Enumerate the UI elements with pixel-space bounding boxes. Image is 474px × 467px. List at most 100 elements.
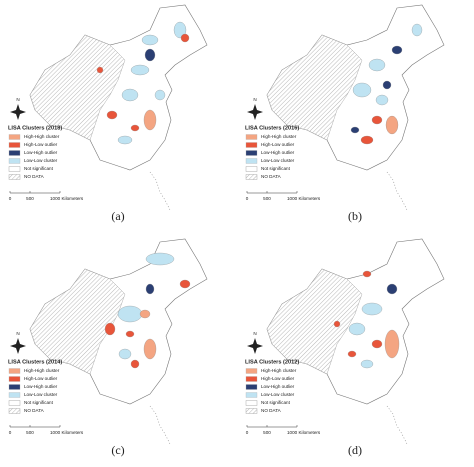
- legend-swatch: [245, 392, 258, 398]
- region-cluster: [348, 322, 366, 336]
- north-label: N: [253, 331, 256, 336]
- legend-label: NO DATA: [261, 174, 282, 179]
- region-cluster: [144, 48, 156, 62]
- legend-title: LISA Clusters (2016): [245, 125, 299, 131]
- region-cluster: [96, 66, 104, 74]
- region-cluster: [352, 82, 372, 98]
- map-panel: N LISA Clusters (2016) High-High cluster Hi…: [245, 4, 445, 223]
- map-panel: N LISA Clusters (2012) High-High cluster Hi…: [245, 238, 445, 457]
- north-label: N: [16, 331, 19, 336]
- region-cluster: [130, 64, 150, 76]
- region-cluster: [360, 359, 374, 369]
- legend-label: Low-Low cluster: [261, 158, 295, 163]
- no-data-region: [266, 34, 363, 141]
- scale-bar: [246, 425, 298, 428]
- legend-label: Low-High outlier: [261, 150, 295, 155]
- legend-swatch: [8, 384, 21, 390]
- legend-swatch: [8, 158, 21, 164]
- region-cluster: [362, 270, 372, 278]
- legend-title: LISA Clusters (2012): [245, 359, 299, 365]
- scale-label: 1000 Kilometers: [50, 196, 84, 201]
- legend-label: Low-High outlier: [24, 150, 58, 155]
- legend-swatch: [8, 142, 21, 148]
- region-cluster: [382, 80, 392, 90]
- south-islands: [386, 405, 408, 445]
- region-cluster: [371, 115, 383, 125]
- region-cluster: [121, 88, 139, 102]
- region-cluster: [411, 23, 423, 37]
- legend-swatch: [245, 158, 258, 164]
- legend-swatch: [245, 134, 258, 140]
- legend-label: Low-Low cluster: [24, 392, 58, 397]
- legend-label: Not significant: [24, 166, 54, 171]
- region-cluster: [154, 89, 166, 101]
- region-cluster: [125, 330, 135, 338]
- region-cluster: [391, 45, 403, 55]
- region-cluster: [104, 322, 116, 336]
- scale-bar: [9, 191, 61, 194]
- panel-label: (b): [348, 209, 362, 223]
- scale-label: 0: [246, 196, 249, 201]
- legend-swatch: [8, 166, 21, 172]
- legend-swatch: [8, 174, 21, 180]
- legend-label: Not significant: [261, 400, 291, 405]
- legend-label: Low-High outlier: [261, 384, 295, 389]
- scale-label: 1000 Kilometers: [287, 430, 321, 435]
- legend-title: LISA Clusters (2018): [8, 125, 62, 131]
- region-cluster: [386, 283, 398, 295]
- legend-swatch: [8, 368, 21, 374]
- legend-label: High-Low outlier: [24, 376, 58, 381]
- region-cluster: [143, 109, 157, 131]
- legend-label: High-High cluster: [261, 368, 297, 373]
- legend-swatch: [245, 150, 258, 156]
- legend-swatch: [245, 142, 258, 148]
- scale-label: 0: [9, 430, 12, 435]
- legend-swatch: [245, 408, 258, 414]
- legend-swatch: [8, 150, 21, 156]
- region-cluster: [384, 329, 400, 359]
- region-cluster: [173, 21, 187, 39]
- north-arrow: [10, 104, 26, 120]
- south-islands: [149, 171, 171, 211]
- south-islands: [149, 405, 171, 445]
- legend-label: High-High cluster: [261, 134, 297, 139]
- region-cluster: [139, 309, 151, 319]
- region-cluster: [145, 283, 155, 295]
- legend-swatch: [8, 400, 21, 406]
- region-cluster: [350, 126, 360, 134]
- legend-label: NO DATA: [24, 174, 45, 179]
- panel-label: (a): [111, 209, 124, 223]
- scale-bar: [9, 425, 61, 428]
- region-cluster: [360, 135, 374, 145]
- region-cluster: [130, 124, 140, 132]
- legend-swatch: [245, 166, 258, 172]
- region-cluster: [130, 359, 140, 369]
- legend-label: Low-Low cluster: [24, 158, 58, 163]
- scale-label: 0: [9, 196, 12, 201]
- legend-label: NO DATA: [24, 408, 45, 413]
- north-label: N: [253, 97, 256, 102]
- region-cluster: [145, 252, 175, 266]
- scale-label: 500: [263, 430, 271, 435]
- map-panel: N LISA Clusters (2014) High-High cluster Hi…: [8, 238, 208, 457]
- legend-swatch: [8, 392, 21, 398]
- region-cluster: [143, 338, 157, 360]
- region-cluster: [375, 94, 389, 106]
- region-cluster: [180, 33, 190, 43]
- legend-title: LISA Clusters (2014): [8, 359, 62, 365]
- legend-label: High-Low outlier: [24, 142, 58, 147]
- scale-label: 0: [246, 430, 249, 435]
- region-cluster: [368, 58, 386, 72]
- legend-swatch: [8, 134, 21, 140]
- scale-label: 1000 Kilometers: [50, 430, 84, 435]
- scale-label: 500: [26, 430, 34, 435]
- scale-label: 500: [263, 196, 271, 201]
- map-panel: N LISA Clusters (2018) High-High cluster Hi…: [8, 4, 208, 223]
- legend-label: Not significant: [261, 166, 291, 171]
- panel-label: (d): [348, 443, 362, 457]
- region-cluster: [118, 348, 132, 360]
- north-arrow: [10, 338, 26, 354]
- legend-label: Low-High outlier: [24, 384, 58, 389]
- legend-swatch: [8, 376, 21, 382]
- legend-swatch: [245, 376, 258, 382]
